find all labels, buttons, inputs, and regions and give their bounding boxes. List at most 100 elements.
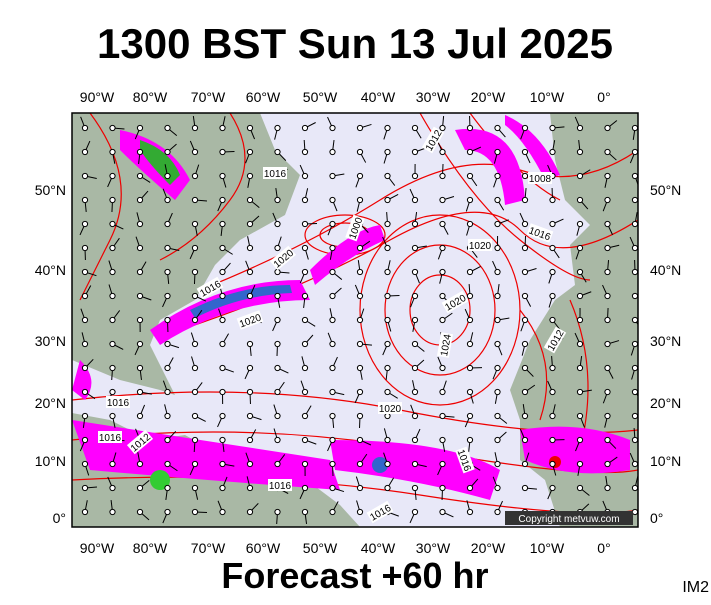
title: 1300 BST Sun 13 Jul 2025 — [97, 20, 613, 67]
barb-station — [550, 437, 555, 442]
barb-station — [330, 125, 335, 130]
barb-station — [302, 437, 307, 442]
barb-station — [577, 413, 582, 418]
barb-station — [220, 365, 225, 370]
barb-station — [412, 149, 417, 154]
barb-station — [82, 365, 87, 370]
barb-station — [357, 485, 362, 490]
barb-station — [330, 293, 335, 298]
barb-station — [632, 413, 637, 418]
barb-station — [522, 221, 527, 226]
barb-station — [550, 125, 555, 130]
barb-station — [275, 389, 280, 394]
longitude-label-top: 40°W — [361, 89, 396, 105]
barb-station — [220, 389, 225, 394]
latitude-label-left: 0° — [53, 510, 66, 526]
barb-station — [192, 389, 197, 394]
isobar-label: 1020 — [468, 239, 492, 252]
barb-station — [110, 197, 115, 202]
barb-station — [82, 437, 87, 442]
barb-station — [165, 461, 170, 466]
barb-station — [385, 269, 390, 274]
barb-station — [495, 485, 500, 490]
barb-station — [82, 389, 87, 394]
barb-station — [110, 149, 115, 154]
barb-station — [220, 293, 225, 298]
barb-station — [550, 293, 555, 298]
barb-station — [577, 269, 582, 274]
barb-station — [82, 245, 87, 250]
barb-station — [302, 461, 307, 466]
barb-station — [357, 317, 362, 322]
barb-station — [467, 221, 472, 226]
barb-station — [137, 149, 142, 154]
barb-station — [82, 341, 87, 346]
barb-station — [82, 149, 87, 154]
barb-station — [275, 245, 280, 250]
barb-station — [467, 197, 472, 202]
barb-station — [192, 173, 197, 178]
barb-station — [330, 221, 335, 226]
barb-station — [577, 461, 582, 466]
barb-station — [385, 341, 390, 346]
longitude-label-bottom: 20°W — [471, 540, 506, 556]
barb-station — [550, 365, 555, 370]
barb-station — [495, 149, 500, 154]
barb-station — [165, 437, 170, 442]
longitude-label-bottom: 30°W — [416, 540, 451, 556]
barb-station — [302, 485, 307, 490]
barb-station — [82, 509, 87, 514]
barb-station — [495, 269, 500, 274]
barb-station — [110, 221, 115, 226]
barb-station — [495, 197, 500, 202]
longitude-label-top: 50°W — [303, 89, 338, 105]
barb-station — [247, 149, 252, 154]
barb-station — [440, 149, 445, 154]
barb-station — [605, 365, 610, 370]
latitude-label-right: 10°N — [650, 453, 681, 469]
barb-station — [632, 341, 637, 346]
longitude-label-top: 60°W — [246, 89, 281, 105]
barb-station — [357, 245, 362, 250]
barb-station — [165, 413, 170, 418]
barb-station — [412, 509, 417, 514]
barb-station — [165, 125, 170, 130]
barb-station — [605, 149, 610, 154]
barb-station — [632, 317, 637, 322]
barb-station — [192, 509, 197, 514]
barb-station — [605, 245, 610, 250]
barb-station — [632, 197, 637, 202]
barb-station — [357, 437, 362, 442]
barb-station — [495, 413, 500, 418]
longitude-label-bottom: 40°W — [361, 540, 396, 556]
barb-station — [110, 293, 115, 298]
barb-station — [247, 269, 252, 274]
barb-station — [330, 389, 335, 394]
image-id: IM2 — [682, 579, 709, 596]
barb-station — [605, 197, 610, 202]
barb-station — [385, 365, 390, 370]
barb-station — [385, 317, 390, 322]
barb-station — [550, 485, 555, 490]
barb-station — [275, 125, 280, 130]
barb-station — [247, 389, 252, 394]
barb-station — [330, 245, 335, 250]
isobar-label: 1016 — [106, 396, 130, 409]
barb-station — [110, 413, 115, 418]
barb-station — [605, 125, 610, 130]
barb-station — [302, 149, 307, 154]
barb-station — [247, 341, 252, 346]
barb-station — [247, 365, 252, 370]
barb-station — [605, 269, 610, 274]
barb-station — [440, 269, 445, 274]
barb-station — [412, 317, 417, 322]
isobar-label-text: 1016 — [107, 398, 130, 409]
barb-station — [440, 221, 445, 226]
barb-station — [247, 245, 252, 250]
barb-station — [302, 293, 307, 298]
barb-station — [632, 461, 637, 466]
barb-station — [495, 461, 500, 466]
barb-station — [412, 437, 417, 442]
barb-station — [440, 389, 445, 394]
barb-station — [247, 293, 252, 298]
